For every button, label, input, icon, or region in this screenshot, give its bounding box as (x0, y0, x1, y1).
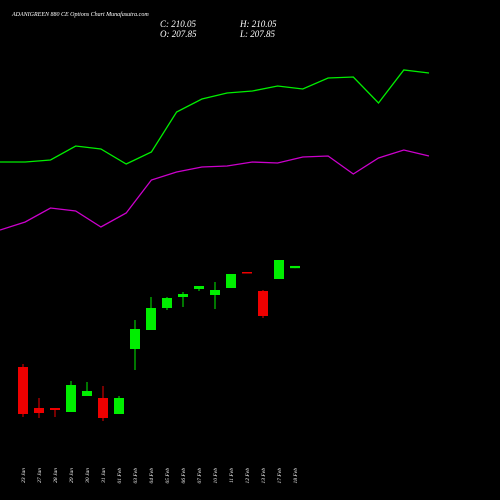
candle-body (130, 329, 140, 349)
candle-body (226, 274, 236, 288)
candle-body (178, 294, 188, 297)
x-tick-label: 05 Feb (165, 468, 171, 484)
x-tick-label: 30 Jan (85, 468, 91, 484)
x-tick-label: 18 Feb (293, 468, 299, 484)
x-tick-label: 27 Jan (37, 468, 43, 483)
candle-body (242, 272, 252, 274)
candle-body (98, 398, 108, 418)
indicator-line (0, 149, 430, 231)
candle-body (50, 408, 60, 410)
x-tick-label: 13 Feb (261, 468, 267, 484)
candle-body (274, 260, 284, 279)
candle-body (210, 290, 220, 295)
x-tick-label: 10 Feb (213, 468, 219, 484)
candle-body (146, 308, 156, 330)
x-tick-label: 29 Jan (69, 468, 75, 483)
x-tick-label: 17 Feb (277, 468, 283, 484)
indicator-line (0, 69, 430, 165)
open-label: O: 207.85 (160, 29, 197, 39)
candle-body (82, 391, 92, 396)
candle-body (162, 298, 172, 308)
x-tick-label: 04 Feb (148, 468, 155, 484)
candle-body (114, 398, 124, 414)
candle-body (18, 367, 28, 414)
x-tick-label: 23 Jan (21, 468, 27, 483)
x-tick-label: 06 Feb (181, 468, 187, 484)
high-label: H: 210.05 (239, 19, 277, 29)
x-tick-label: 28 Jan (53, 468, 59, 483)
low-label: L: 207.85 (239, 29, 276, 39)
candle-body (194, 286, 204, 289)
candle-body (258, 291, 268, 316)
candle-body (34, 408, 44, 413)
x-tick-label: 31 Jan (101, 468, 107, 484)
x-tick-label: 01 Feb (117, 468, 123, 484)
chart-title: ADANIGREEN 880 CE Options Chart Munafasu… (11, 11, 149, 18)
x-tick-label: 03 Feb (133, 468, 139, 484)
x-tick-label: 07 Feb (197, 468, 203, 484)
x-tick-label: 12 Feb (245, 468, 251, 484)
candle-body (66, 385, 76, 412)
candle-body (290, 265, 300, 269)
close-label: C: 210.05 (160, 19, 197, 29)
x-tick-label: 11 Feb (229, 468, 235, 483)
